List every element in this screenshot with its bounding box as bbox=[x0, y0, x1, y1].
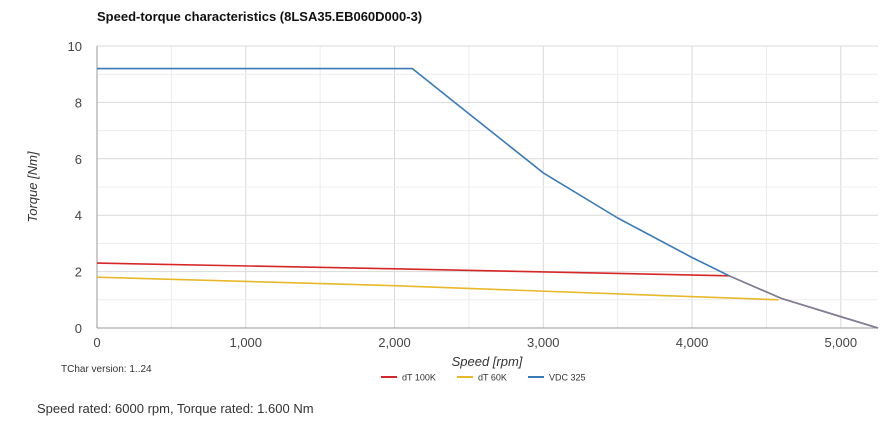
x-tick-label: 0 bbox=[93, 335, 100, 350]
x-tick-label: 1,000 bbox=[229, 335, 262, 350]
legend-label: dT 60K bbox=[478, 373, 507, 383]
chart-title: Speed-torque characteristics (8LSA35.EB0… bbox=[97, 9, 422, 24]
axes bbox=[96, 46, 878, 329]
grid bbox=[96, 45, 878, 329]
legend-label: dT 100K bbox=[402, 373, 436, 383]
x-tick-label: 2,000 bbox=[378, 335, 411, 350]
y-tick-label: 8 bbox=[75, 95, 82, 110]
series-line bbox=[96, 262, 730, 277]
x-tick-label: 5,000 bbox=[825, 335, 858, 350]
legend: dT 100K dT 60K VDC 325 bbox=[381, 373, 586, 383]
y-tick-label: 0 bbox=[75, 321, 82, 336]
x-tick-label: 3,000 bbox=[527, 335, 560, 350]
y-tick-label: 10 bbox=[68, 39, 82, 54]
y-tick-label: 4 bbox=[75, 208, 82, 223]
x-tick-label: 4,000 bbox=[676, 335, 709, 350]
y-tick-label: 2 bbox=[75, 265, 82, 280]
legend-label: VDC 325 bbox=[549, 373, 586, 383]
y-axis-title: Torque [Nm] bbox=[25, 151, 40, 222]
plot-area bbox=[96, 67, 879, 329]
y-tick-label: 6 bbox=[75, 152, 82, 167]
version-text: TChar version: 1..24 bbox=[61, 364, 152, 375]
tick-labels: 0 1,000 2,000 3,000 4,000 5,000 0 2 4 6 8 10 bbox=[68, 39, 858, 350]
x-axis-title: Speed [rpm] bbox=[452, 354, 523, 369]
rated-info: Speed rated: 6000 rpm, Torque rated: 1.6… bbox=[37, 401, 314, 416]
series-line bbox=[96, 276, 779, 301]
series-line bbox=[728, 275, 879, 329]
